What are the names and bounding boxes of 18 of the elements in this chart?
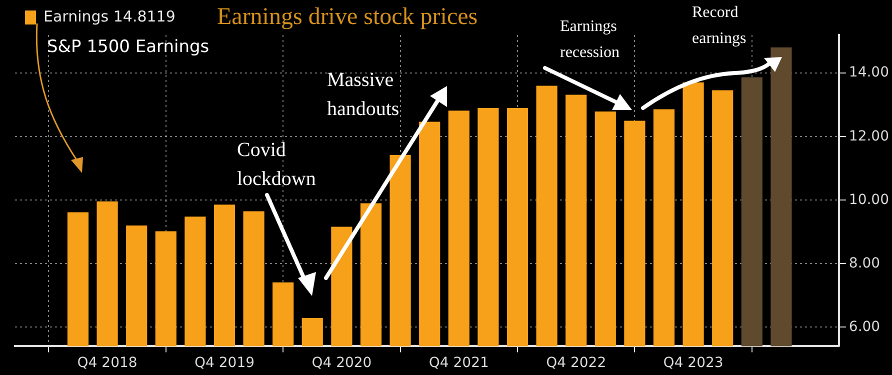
x-tick-label: Q4 2021: [428, 355, 489, 372]
y-tick-label: 6.00: [848, 318, 880, 335]
y-tick-label: 10.00: [848, 192, 890, 208]
chart-title: Earnings drive stock prices: [217, 4, 478, 31]
annotation: Earnings recession: [560, 17, 621, 63]
x-tick-label: Q4 2023: [663, 355, 724, 372]
x-tick-label: Q4 2018: [77, 355, 138, 372]
annotation: Record earnings: [692, 3, 748, 49]
x-tick-label: Q4 2019: [194, 355, 255, 372]
y-tick-label: 8.00: [848, 255, 880, 272]
annotation: Covid lockdown: [237, 138, 317, 192]
annotation: S&P 1500 Earnings: [47, 36, 210, 58]
y-tick-label: 12.00: [848, 128, 890, 144]
annotation: Massive handouts: [327, 68, 400, 122]
y-tick-label: 14.00: [848, 64, 890, 81]
x-tick-label: Q4 2022: [546, 355, 606, 372]
x-tick-label: Q4 2020: [312, 355, 372, 372]
legend-label: Earnings 14.8119: [44, 7, 176, 26]
